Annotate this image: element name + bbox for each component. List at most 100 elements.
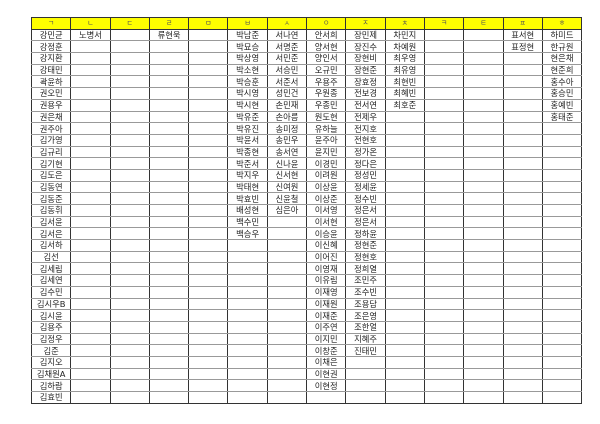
name-cell[interactable] — [70, 332, 111, 346]
name-cell[interactable] — [70, 110, 111, 124]
name-cell[interactable] — [384, 379, 425, 392]
name-cell[interactable]: 정수빈 — [345, 192, 386, 205]
name-cell[interactable] — [423, 75, 465, 89]
name-cell[interactable]: 손민재 — [266, 98, 308, 112]
name-cell[interactable]: 김동준 — [30, 192, 72, 205]
name-cell[interactable]: 박효빈 — [227, 192, 268, 205]
name-cell[interactable]: 최유영 — [384, 63, 425, 77]
name-cell[interactable] — [266, 227, 308, 241]
name-cell[interactable] — [109, 239, 150, 252]
name-cell[interactable] — [188, 122, 229, 135]
name-cell[interactable]: 김지오 — [30, 355, 72, 369]
name-cell[interactable] — [463, 192, 504, 205]
name-cell[interactable] — [109, 274, 150, 287]
name-cell[interactable] — [70, 215, 111, 229]
name-cell[interactable]: 박소현 — [227, 63, 268, 77]
name-cell[interactable] — [227, 332, 268, 346]
name-cell[interactable] — [423, 110, 465, 124]
name-cell[interactable] — [463, 320, 504, 334]
name-cell[interactable]: 이영재 — [306, 262, 347, 276]
name-cell[interactable] — [266, 320, 308, 334]
name-cell[interactable]: 양인서 — [306, 52, 347, 65]
column-header[interactable]: ㅂ — [227, 17, 268, 30]
name-cell[interactable]: 곽윤하 — [30, 75, 72, 89]
name-cell[interactable]: 김준 — [30, 344, 72, 357]
column-header[interactable]: ㄷ — [109, 17, 150, 30]
name-cell[interactable]: 김동연 — [30, 180, 72, 194]
name-cell[interactable] — [70, 320, 111, 334]
name-cell[interactable] — [227, 309, 268, 322]
name-cell[interactable] — [384, 250, 425, 264]
name-cell[interactable]: 현준희 — [541, 63, 583, 77]
name-cell[interactable] — [148, 145, 190, 159]
name-cell[interactable]: 박태현 — [227, 180, 268, 194]
name-cell[interactable] — [541, 227, 583, 241]
name-cell[interactable] — [384, 180, 425, 194]
name-cell[interactable]: 손아름 — [266, 110, 308, 124]
name-cell[interactable] — [70, 344, 111, 357]
name-cell[interactable]: 이서현 — [306, 215, 347, 229]
name-cell[interactable] — [463, 379, 504, 392]
name-cell[interactable] — [541, 239, 583, 252]
name-cell[interactable] — [541, 133, 583, 147]
name-cell[interactable] — [502, 63, 543, 77]
name-cell[interactable] — [541, 297, 583, 311]
name-cell[interactable]: 조민주 — [345, 274, 386, 287]
name-cell[interactable] — [541, 215, 583, 229]
name-cell[interactable] — [109, 28, 150, 42]
name-cell[interactable] — [109, 391, 150, 404]
name-cell[interactable] — [148, 110, 190, 124]
name-cell[interactable]: 김시윤 — [30, 309, 72, 322]
name-cell[interactable]: 박종현 — [227, 145, 268, 159]
name-cell[interactable] — [70, 239, 111, 252]
name-cell[interactable] — [188, 75, 229, 89]
name-cell[interactable]: 우종민 — [306, 98, 347, 112]
name-cell[interactable]: 신나윤 — [266, 157, 308, 170]
name-cell[interactable] — [463, 40, 504, 54]
name-cell[interactable]: 강태민 — [30, 63, 72, 77]
name-cell[interactable] — [306, 391, 347, 404]
name-cell[interactable]: 이유림 — [306, 274, 347, 287]
name-cell[interactable] — [502, 274, 543, 287]
name-cell[interactable] — [463, 87, 504, 100]
name-cell[interactable] — [148, 215, 190, 229]
name-cell[interactable] — [266, 239, 308, 252]
name-cell[interactable] — [502, 75, 543, 89]
name-cell[interactable]: 유하늘 — [306, 122, 347, 135]
name-cell[interactable] — [109, 262, 150, 276]
name-cell[interactable]: 홍예빈 — [541, 98, 583, 112]
name-cell[interactable] — [70, 250, 111, 264]
name-cell[interactable] — [541, 192, 583, 205]
name-cell[interactable] — [109, 168, 150, 182]
name-cell[interactable]: 성민건 — [266, 87, 308, 100]
name-cell[interactable] — [463, 309, 504, 322]
name-cell[interactable] — [423, 192, 465, 205]
name-cell[interactable] — [109, 309, 150, 322]
name-cell[interactable] — [384, 344, 425, 357]
name-cell[interactable] — [188, 145, 229, 159]
name-cell[interactable] — [423, 250, 465, 264]
name-cell[interactable] — [423, 145, 465, 159]
name-cell[interactable] — [188, 320, 229, 334]
name-cell[interactable] — [541, 168, 583, 182]
name-cell[interactable] — [70, 180, 111, 194]
name-cell[interactable] — [541, 262, 583, 276]
name-cell[interactable] — [541, 180, 583, 194]
name-cell[interactable]: 배성현 — [227, 204, 268, 217]
name-cell[interactable] — [227, 262, 268, 276]
name-cell[interactable] — [423, 133, 465, 147]
name-cell[interactable]: 박시현 — [227, 98, 268, 112]
name-cell[interactable]: 표서현 — [502, 28, 543, 42]
name-cell[interactable] — [70, 168, 111, 182]
name-cell[interactable] — [109, 52, 150, 65]
name-cell[interactable] — [266, 391, 308, 404]
column-header[interactable]: ㅁ — [188, 17, 229, 30]
name-cell[interactable] — [423, 63, 465, 77]
name-cell[interactable] — [70, 98, 111, 112]
name-cell[interactable] — [463, 204, 504, 217]
name-cell[interactable] — [423, 52, 465, 65]
name-cell[interactable]: 강민균 — [30, 28, 72, 42]
name-cell[interactable] — [70, 75, 111, 89]
name-cell[interactable] — [384, 391, 425, 404]
name-cell[interactable] — [70, 297, 111, 311]
